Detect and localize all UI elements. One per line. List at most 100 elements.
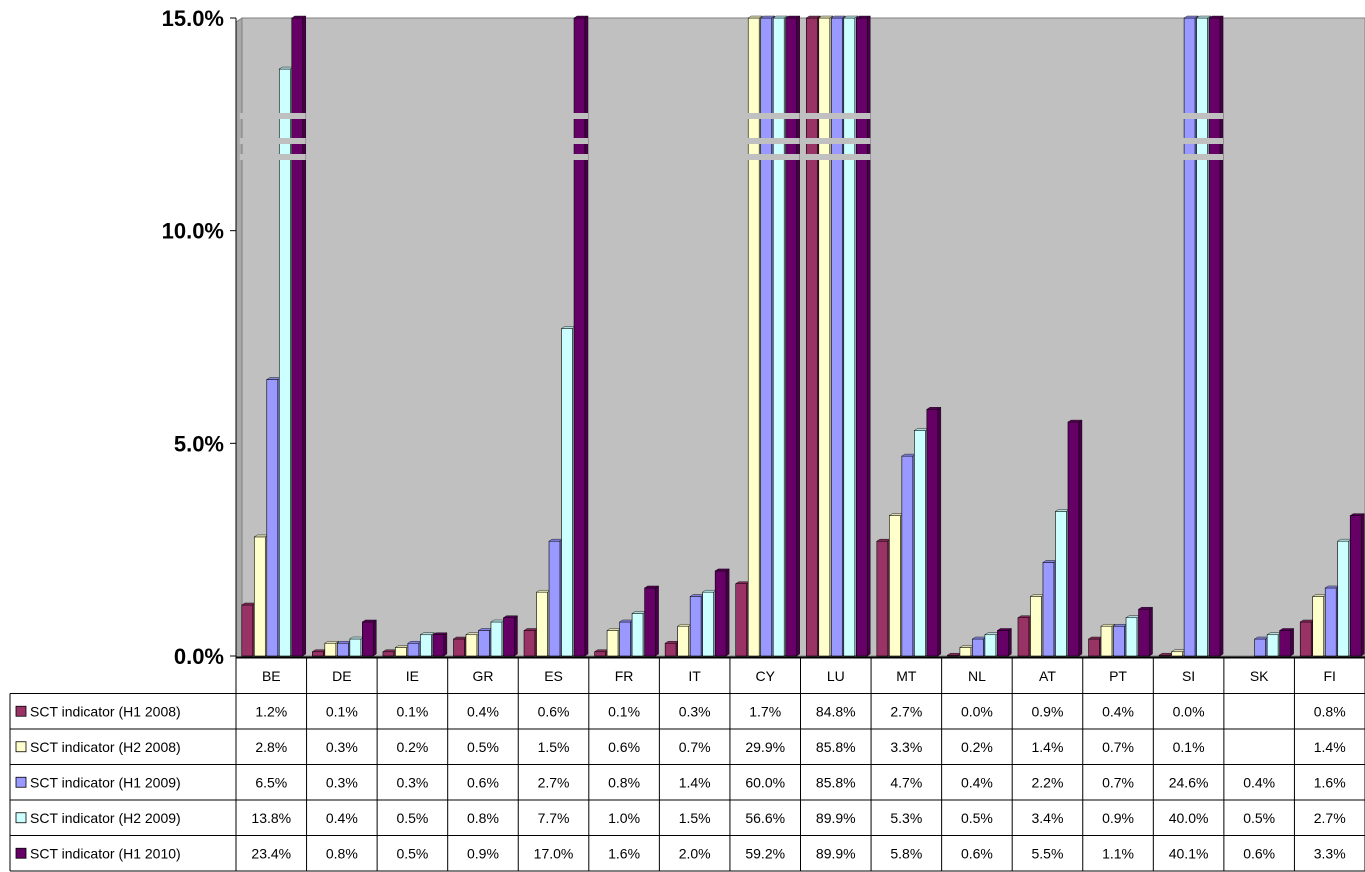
y-tick-label: 5.0% — [174, 431, 224, 456]
category-label-lu: LU — [827, 668, 845, 684]
table-cell: 0.9% — [467, 845, 499, 861]
table-cell: 5.5% — [1032, 845, 1064, 861]
table-cell: 0.5% — [396, 845, 428, 861]
category-label-ie: IE — [406, 668, 419, 684]
category-label-gr: GR — [472, 668, 493, 684]
bar-de-series-1 — [311, 649, 328, 657]
bar-at-series-5 — [1067, 419, 1083, 657]
legend-key-series-3 — [15, 776, 27, 788]
bar-si-series-5 — [1208, 15, 1224, 657]
table-cell: 0.3% — [396, 774, 428, 790]
category-label-cy: CY — [755, 668, 775, 684]
bar-nl-series-3 — [971, 636, 988, 657]
table-cell: 2.7% — [1314, 810, 1346, 826]
table-cell: 0.7% — [1102, 739, 1134, 755]
bar-fi-series-5 — [1349, 513, 1365, 657]
table-cell: 60.0% — [745, 774, 785, 790]
category-label-fi: FI — [1323, 668, 1335, 684]
bar-fr-series-3 — [618, 619, 635, 657]
table-cell: 0.5% — [467, 739, 499, 755]
bar-lu-series-4 — [843, 15, 859, 657]
bar-es-series-2 — [535, 589, 552, 657]
category-label-nl: NL — [968, 668, 986, 684]
bar-fr-series-5 — [643, 585, 660, 657]
y-axis: 0.0% 5.0% 10.0% 15.0% — [162, 6, 237, 669]
bar-lu-series-3 — [830, 15, 846, 657]
table-cell: 1.6% — [1314, 774, 1346, 790]
legend-label-series-4: SCT indicator (H2 2009) — [30, 810, 181, 826]
table-cell: 0.5% — [396, 810, 428, 826]
table-cell: 0.6% — [608, 739, 640, 755]
table-cell: 59.2% — [745, 845, 785, 861]
table-cell: 0.6% — [1243, 845, 1275, 861]
bar-si-series-3 — [1183, 15, 1199, 657]
legend-key-series-4 — [15, 812, 27, 824]
table-cell: 0.2% — [396, 739, 428, 755]
axis-break-mark — [239, 138, 306, 144]
legend-key-series-1 — [15, 705, 27, 717]
table-cell: 0.8% — [326, 845, 358, 861]
axis-break-mark — [733, 138, 800, 144]
table-cell: 1.4% — [1314, 739, 1346, 755]
table-cell: 0.8% — [467, 810, 499, 826]
bar-it-series-2 — [676, 623, 693, 657]
bar-lu-series-2 — [818, 15, 834, 657]
axis-break-mark — [804, 113, 871, 119]
table-cell: 3.4% — [1032, 810, 1064, 826]
table-cell: 1.6% — [608, 845, 640, 861]
bar-cy-series-3 — [760, 15, 776, 657]
bar-mt-series-5 — [926, 406, 942, 657]
table-cell: 0.1% — [326, 703, 358, 719]
bar-ie-series-1 — [382, 649, 398, 657]
category-label-de: DE — [332, 668, 351, 684]
plot-background — [241, 17, 1365, 657]
legend-label-series-5: SCT indicator (H1 2010) — [30, 845, 181, 861]
table-cell: 5.8% — [890, 845, 922, 861]
table-cell: 89.9% — [816, 845, 856, 861]
table-cell: 0.3% — [679, 703, 711, 719]
axis-break-mark — [1157, 138, 1224, 144]
y-tick-label: 10.0% — [162, 219, 224, 244]
table-cell: 3.3% — [890, 739, 922, 755]
table-cell: 0.0% — [961, 703, 993, 719]
table-cell: 6.5% — [255, 774, 287, 790]
bar-it-series-5 — [714, 568, 730, 657]
bar-it-series-4 — [701, 589, 718, 657]
table-cell: 0.2% — [961, 739, 993, 755]
bar-ie-series-5 — [432, 632, 448, 657]
bar-ie-series-4 — [419, 632, 436, 657]
bar-be-series-3 — [266, 377, 282, 657]
table-cell: 0.7% — [1102, 774, 1134, 790]
legend-label-series-1: SCT indicator (H1 2008) — [30, 703, 181, 719]
bar-fr-series-4 — [631, 611, 647, 657]
bar-at-series-3 — [1042, 560, 1058, 657]
bar-si-series-4 — [1195, 15, 1212, 657]
table-cell: 0.4% — [326, 810, 358, 826]
bar-it-series-1 — [664, 640, 680, 657]
bar-nl-series-2 — [959, 645, 975, 657]
axis-break-mark — [1157, 113, 1224, 119]
bar-es-series-4 — [560, 326, 577, 657]
table-cell: 29.9% — [745, 739, 785, 755]
category-label-pt: PT — [1109, 668, 1127, 684]
bar-gr-series-5 — [502, 615, 519, 657]
bar-pt-series-1 — [1087, 636, 1104, 657]
bar-at-series-1 — [1017, 615, 1033, 657]
table-cell: 24.6% — [1169, 774, 1209, 790]
category-label-mt: MT — [896, 668, 917, 684]
table-cell: 0.0% — [1173, 703, 1205, 719]
table-cell: 4.7% — [890, 774, 922, 790]
bar-nl-series-5 — [996, 628, 1013, 657]
table-cell: 0.4% — [467, 703, 499, 719]
table-cell: 1.4% — [679, 774, 711, 790]
table-cell: 0.5% — [1243, 810, 1275, 826]
bar-nl-series-4 — [984, 632, 1000, 657]
table-cell: 7.7% — [538, 810, 570, 826]
bar-sk-series-4 — [1266, 632, 1282, 657]
bar-at-series-4 — [1054, 509, 1071, 657]
table-cell: 1.7% — [749, 703, 781, 719]
bar-fi-series-3 — [1324, 585, 1340, 657]
category-label-it: IT — [688, 668, 701, 684]
bar-cy-series-4 — [772, 15, 788, 657]
